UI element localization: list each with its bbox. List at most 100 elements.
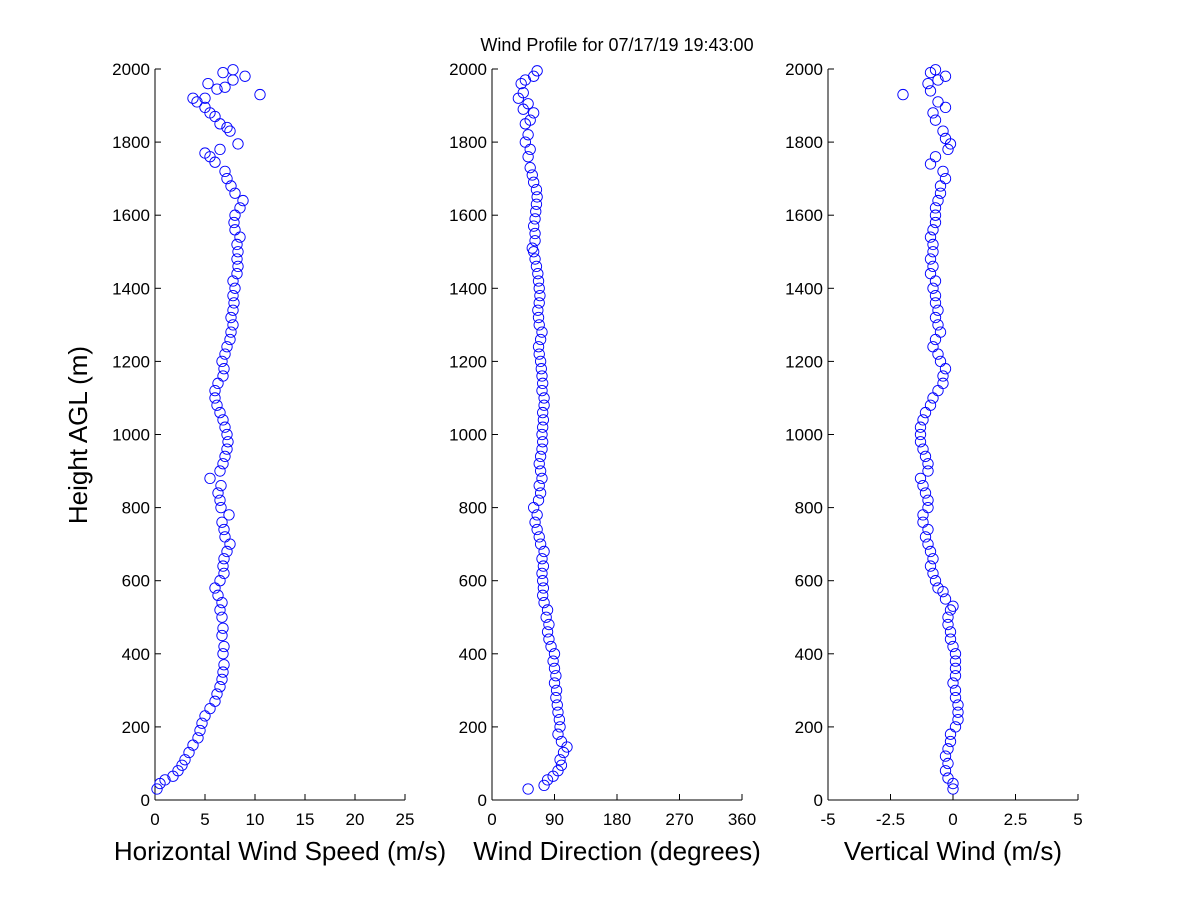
data-point [209, 695, 221, 707]
data-point [552, 706, 564, 718]
data-point [939, 101, 952, 114]
data-point [192, 732, 204, 744]
data-point [151, 783, 163, 795]
data-point [223, 509, 235, 521]
data-point [202, 77, 214, 90]
data-point [533, 348, 545, 360]
data-point [537, 377, 549, 389]
data-point [215, 480, 227, 492]
data-point [239, 70, 251, 82]
data-point [216, 629, 228, 642]
data-point [924, 253, 937, 265]
data-point [534, 465, 547, 477]
data-point [924, 399, 937, 411]
data-point [528, 176, 540, 188]
data-point [529, 213, 541, 225]
data-point [927, 341, 939, 353]
data-point [932, 348, 944, 360]
data-point [944, 626, 957, 638]
data-point [532, 304, 544, 316]
data-point [229, 209, 241, 221]
data-point [949, 721, 962, 733]
data-point [219, 81, 231, 93]
data-point [531, 509, 543, 521]
data-point [929, 275, 942, 287]
data-point [924, 560, 937, 572]
data-point [219, 450, 231, 463]
data-point [530, 198, 543, 210]
data-point [217, 666, 229, 678]
data-point [932, 384, 944, 397]
data-point [540, 611, 552, 623]
data-point [536, 370, 548, 382]
data-point [929, 575, 942, 587]
data-point [218, 640, 230, 653]
data-point [211, 83, 223, 95]
y-tick-label: 0 [478, 791, 487, 810]
data-point [216, 516, 228, 528]
data-point [557, 746, 570, 759]
y-tick-label: 800 [795, 499, 823, 518]
data-point [237, 194, 249, 207]
data-point [524, 114, 536, 126]
data-point [228, 297, 240, 309]
data-point [922, 465, 934, 477]
data-point [917, 443, 929, 455]
data-point [221, 172, 233, 185]
data-point [229, 224, 241, 236]
data-point [929, 209, 942, 221]
data-point [515, 77, 527, 90]
y-tick-label: 400 [122, 645, 150, 664]
x-tick-label: 0 [487, 810, 496, 829]
data-point [929, 151, 942, 163]
data-point [218, 659, 230, 671]
data-point [227, 74, 239, 86]
x-tick-label: 0 [948, 810, 957, 829]
data-point [939, 363, 952, 375]
data-point [939, 593, 952, 605]
data-point [537, 421, 549, 433]
data-point [927, 553, 939, 565]
data-point [533, 458, 545, 470]
y-tick-label: 0 [814, 791, 823, 810]
data-point [550, 684, 563, 696]
y-tick-label: 1600 [112, 206, 150, 225]
data-point [191, 96, 203, 108]
data-point [939, 172, 952, 185]
data-point [533, 282, 545, 294]
data-point [522, 151, 534, 163]
data-point [216, 611, 228, 623]
data-point [217, 458, 229, 470]
data-point [214, 604, 226, 616]
y-tick-label: 1000 [449, 426, 487, 445]
data-point [533, 319, 545, 331]
x-tick-label: 90 [545, 810, 564, 829]
data-point [522, 129, 534, 141]
data-point [932, 96, 944, 108]
x-tick-label: -5 [820, 810, 835, 829]
y-tick-label: 1000 [112, 426, 150, 445]
data-point [214, 494, 226, 506]
data-point [942, 618, 954, 631]
data-point [552, 765, 564, 777]
y-tick-label: 2000 [449, 60, 487, 79]
data-point [196, 717, 208, 729]
x-tick-label: 360 [728, 810, 756, 829]
data-point [531, 65, 543, 77]
data-point [543, 618, 555, 631]
data-point [917, 516, 929, 528]
data-point [216, 355, 228, 368]
data-point [939, 765, 952, 777]
data-point [221, 428, 233, 441]
data-point [932, 304, 944, 316]
data-point [541, 604, 554, 616]
data-point [927, 107, 939, 119]
data-point [924, 85, 937, 97]
data-point [952, 699, 964, 711]
y-tick-label: 600 [122, 572, 150, 591]
data-point [216, 596, 228, 609]
data-point [221, 443, 233, 455]
data-point [529, 227, 541, 240]
data-point [543, 633, 555, 645]
y-tick-label: 1000 [785, 426, 823, 445]
